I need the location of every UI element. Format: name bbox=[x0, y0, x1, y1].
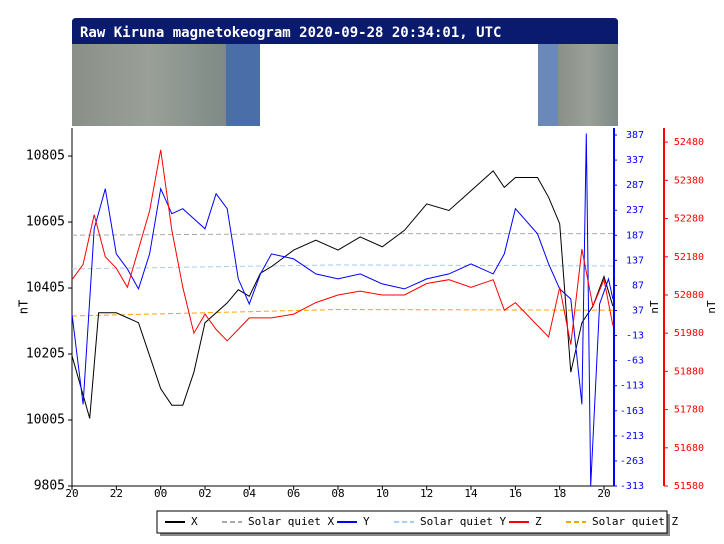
x-tick-label: 02 bbox=[198, 487, 211, 500]
y3-tick-label: 51780 bbox=[674, 405, 704, 416]
keogram-image bbox=[226, 44, 260, 126]
legend-label: Solar quiet Z bbox=[592, 515, 678, 528]
y3-tick-label: 51580 bbox=[674, 481, 704, 492]
y2-tick-label: -213 bbox=[620, 431, 644, 442]
y2-tick-label: 237 bbox=[626, 205, 644, 216]
y3-tick-label: 52480 bbox=[674, 137, 704, 148]
x-tick-label: 18 bbox=[553, 487, 566, 500]
y-tick-label: 10005 bbox=[26, 413, 65, 428]
y3-tick-label: 52180 bbox=[674, 252, 704, 263]
x-tick-label: 10 bbox=[376, 487, 389, 500]
y-tick-label: 10205 bbox=[26, 347, 65, 362]
y3-tick-label: 52080 bbox=[674, 290, 704, 301]
y2-tick-label: 287 bbox=[626, 180, 644, 191]
keogram-image bbox=[538, 44, 558, 126]
y2-tick-label: -13 bbox=[626, 331, 644, 342]
y2-tick-label: -63 bbox=[626, 356, 644, 367]
legend-label: Solar quiet Y bbox=[420, 515, 506, 528]
y3-axis-label: nT bbox=[705, 300, 718, 314]
y2-tick-label: 137 bbox=[626, 255, 644, 266]
y2-axis-label: nT bbox=[648, 300, 661, 314]
x-tick-label: 20 bbox=[65, 487, 78, 500]
x-tick-label: 00 bbox=[154, 487, 167, 500]
y-tick-label: 10805 bbox=[26, 149, 65, 164]
y2-tick-label: -113 bbox=[620, 381, 644, 392]
y2-tick-label: 187 bbox=[626, 230, 644, 241]
y3-tick-label: 52280 bbox=[674, 214, 704, 225]
legend-label: X bbox=[191, 515, 198, 528]
reference-line bbox=[71, 233, 614, 236]
keogram-image bbox=[558, 44, 618, 126]
x-tick-label: 16 bbox=[509, 487, 522, 500]
y2-tick-label: -163 bbox=[620, 406, 644, 417]
data-line bbox=[71, 170, 614, 419]
x-tick-label: 14 bbox=[464, 487, 478, 500]
y2-tick-label: -263 bbox=[620, 456, 644, 467]
y-tick-label: 10405 bbox=[26, 281, 65, 296]
x-tick-label: 04 bbox=[243, 487, 257, 500]
x-tick-label: 20 bbox=[597, 487, 610, 500]
chart-title: Raw Kiruna magnetokeogram 2020-09-28 20:… bbox=[80, 25, 501, 41]
y3-tick-label: 51680 bbox=[674, 443, 704, 454]
x-tick-label: 08 bbox=[331, 487, 344, 500]
y-tick-label: 9805 bbox=[34, 479, 65, 494]
x-tick-label: 22 bbox=[110, 487, 123, 500]
y2-tick-label: -313 bbox=[620, 481, 644, 492]
y3-tick-label: 52380 bbox=[674, 175, 704, 186]
y2-tick-label: 387 bbox=[626, 130, 644, 141]
keogram-image bbox=[72, 44, 226, 126]
reference-line bbox=[71, 264, 615, 270]
data-line bbox=[71, 133, 614, 487]
title-bar bbox=[72, 18, 618, 44]
x-tick-label: 06 bbox=[287, 487, 300, 500]
keogram-image bbox=[260, 44, 538, 126]
y3-tick-label: 51880 bbox=[674, 366, 704, 377]
reference-line bbox=[71, 308, 615, 317]
y2-tick-label: 337 bbox=[626, 155, 644, 166]
data-line bbox=[71, 149, 614, 345]
legend-label: Y bbox=[363, 515, 370, 528]
legend-label: Solar quiet X bbox=[248, 515, 334, 528]
x-tick-label: 12 bbox=[420, 487, 433, 500]
y-axis-label: nT bbox=[17, 300, 31, 314]
legend-label: Z bbox=[535, 515, 542, 528]
y3-tick-label: 51980 bbox=[674, 328, 704, 339]
y2-tick-label: 87 bbox=[632, 280, 644, 291]
y-tick-label: 10605 bbox=[26, 215, 65, 230]
y2-tick-label: 37 bbox=[632, 306, 644, 317]
